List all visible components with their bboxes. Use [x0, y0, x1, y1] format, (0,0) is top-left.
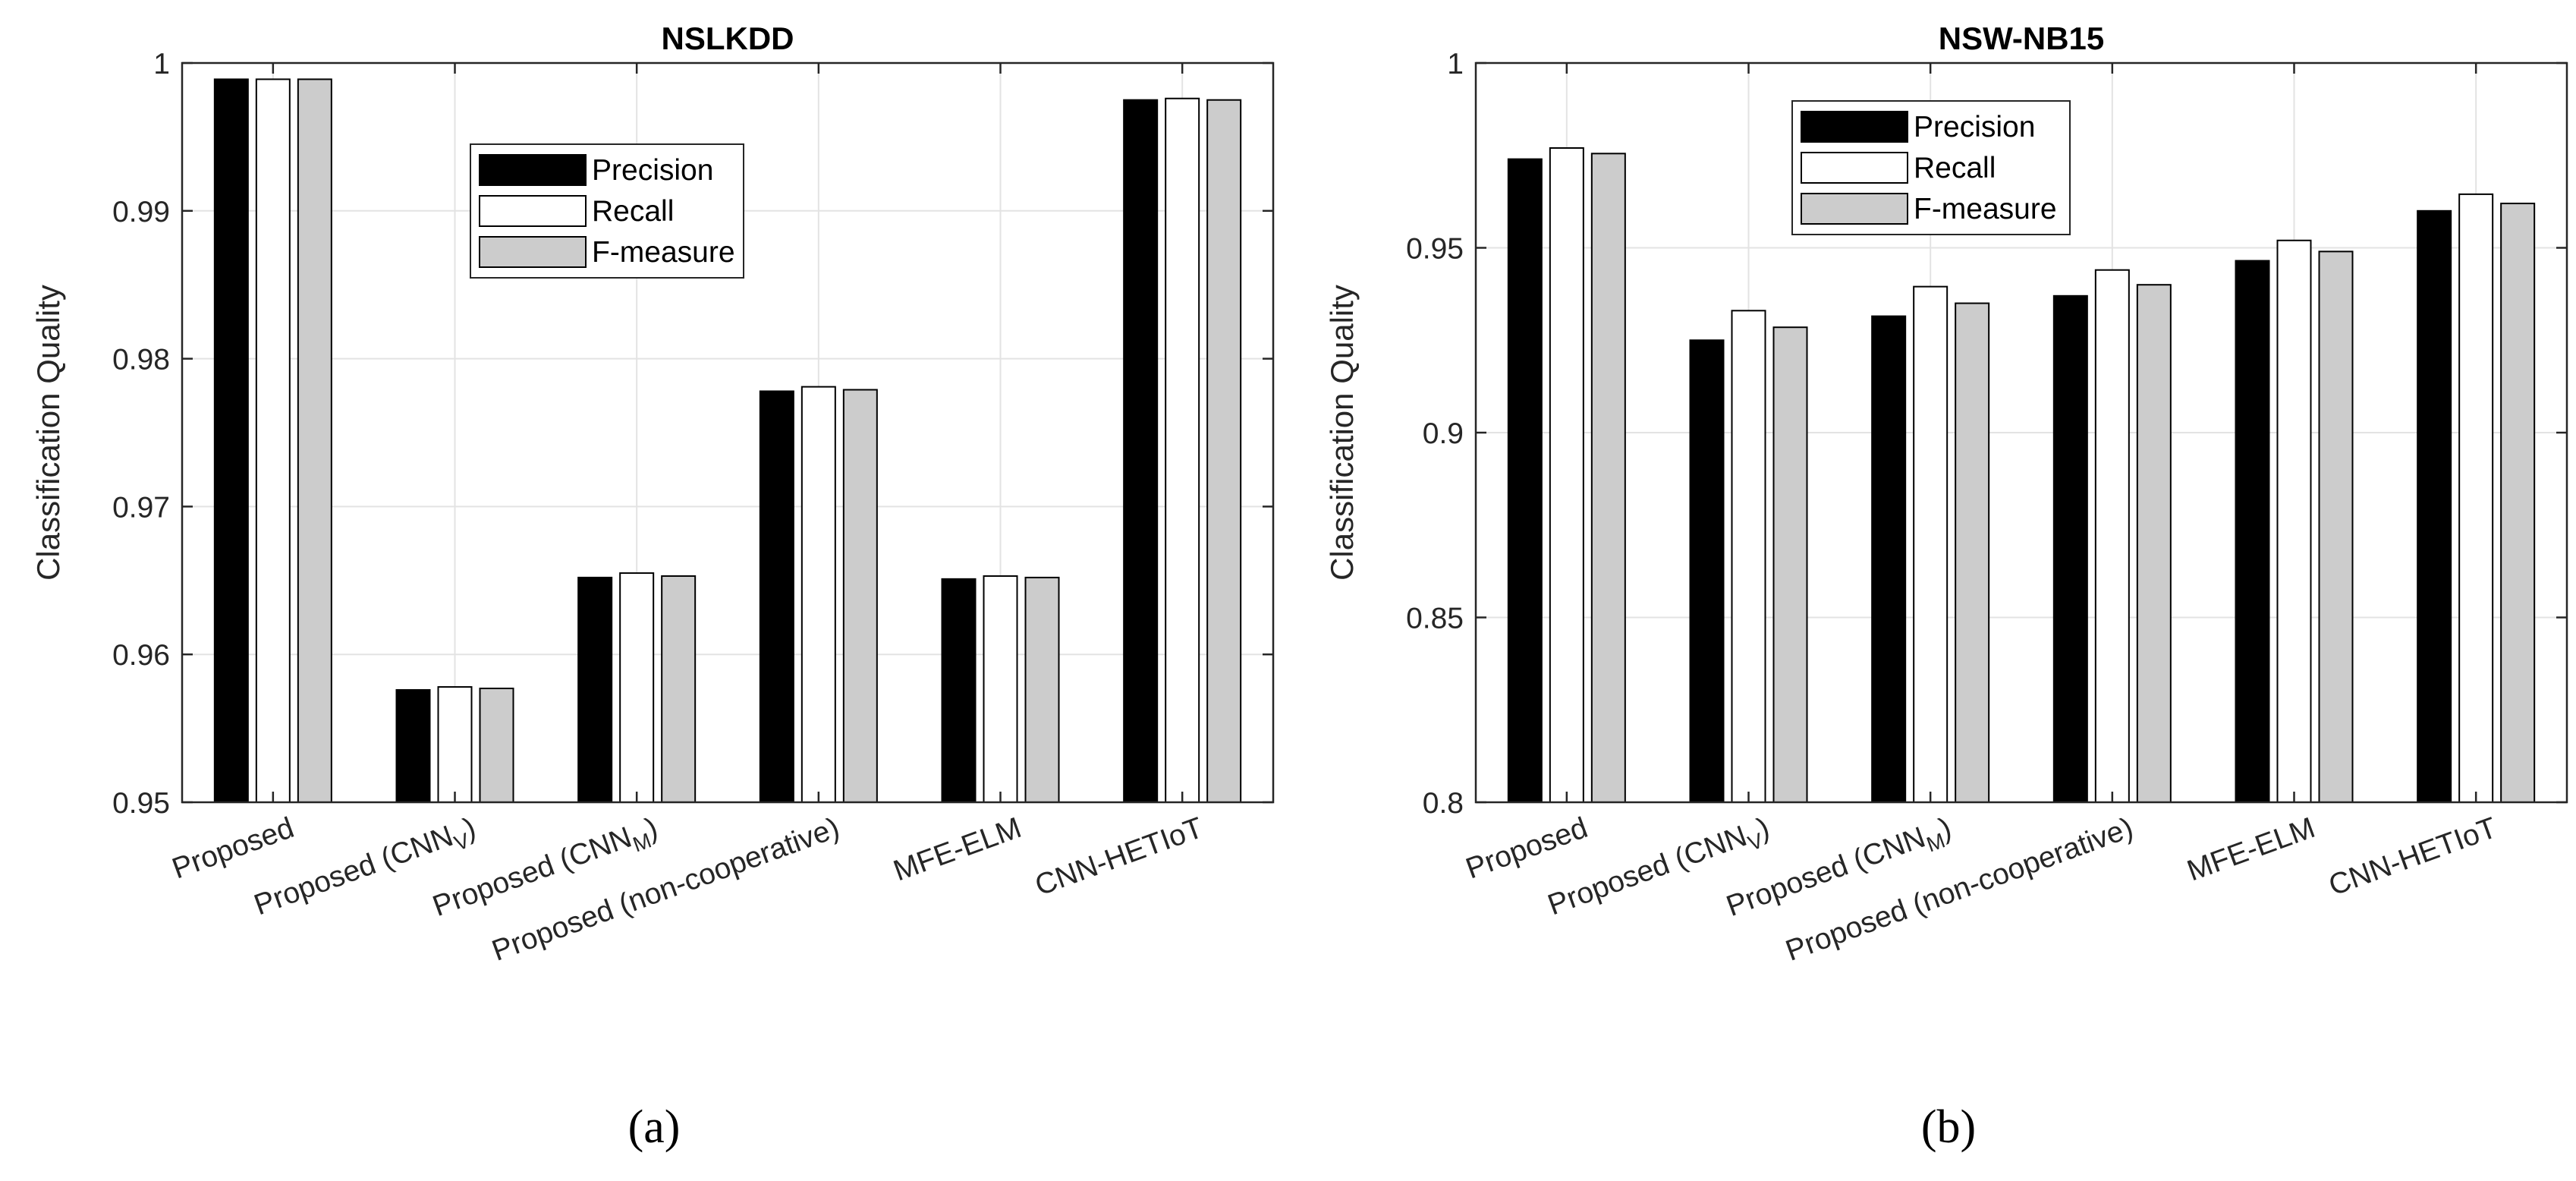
legend-label: Recall	[1914, 152, 1996, 184]
y-tick-label: 0.85	[1406, 603, 1464, 635]
legend-swatch-precision	[479, 154, 587, 186]
chart-title: NSW-NB15	[1939, 20, 2105, 56]
bar-f-measure-6	[2500, 203, 2536, 803]
bar-f-measure-1	[297, 78, 332, 804]
legend-swatch-f-measure	[479, 236, 587, 268]
bar-precision-1	[213, 78, 249, 804]
bar-recall-4	[2094, 269, 2130, 804]
y-tick-label: 1	[1447, 48, 1464, 80]
bar-f-measure-5	[1024, 576, 1060, 803]
legend-label: Precision	[592, 154, 713, 187]
bar-recall-1	[1549, 147, 1584, 803]
y-tick-label: 0.98	[112, 344, 170, 376]
bar-precision-4	[2052, 294, 2088, 803]
legend-swatch-f-measure	[1801, 193, 1908, 225]
legend: Precision Recall F-measure	[470, 143, 744, 279]
y-tick-label: 0.9	[1423, 417, 1464, 450]
chart-title: NSLKDD	[662, 20, 794, 56]
bar-f-measure-3	[1955, 302, 1990, 803]
y-tick-label: 1	[153, 48, 170, 80]
bar-recall-5	[2276, 239, 2312, 803]
bar-f-measure-2	[1772, 326, 1808, 803]
bar-recall-3	[619, 572, 655, 803]
bar-f-measure-4	[2136, 284, 2172, 803]
bar-precision-3	[577, 576, 613, 803]
bar-f-measure-5	[2318, 250, 2354, 803]
bar-precision-1	[1507, 158, 1543, 803]
bar-recall-5	[983, 575, 1018, 803]
bar-precision-6	[2417, 209, 2452, 803]
bar-recall-2	[437, 686, 473, 804]
legend-label: Recall	[592, 195, 674, 228]
legend-swatch-recall	[1801, 152, 1908, 184]
bar-f-measure-4	[842, 389, 878, 803]
legend-label: F-measure	[1914, 193, 2057, 225]
y-tick-label: 0.95	[112, 787, 170, 820]
legend-swatch-precision	[1801, 111, 1908, 143]
bar-precision-6	[1123, 99, 1159, 803]
bar-recall-6	[1165, 97, 1200, 803]
y-axis-label: Classification Quality	[30, 285, 66, 581]
bar-f-measure-2	[479, 688, 514, 804]
legend-swatch-recall	[479, 195, 587, 227]
bar-precision-2	[395, 688, 431, 804]
bar-precision-5	[2235, 260, 2270, 804]
legend-label: Precision	[1914, 111, 2035, 143]
bar-recall-2	[1731, 310, 1766, 804]
bar-recall-4	[800, 386, 836, 803]
bar-recall-1	[255, 78, 291, 804]
bar-precision-5	[941, 578, 977, 803]
y-tick-label: 0.96	[112, 639, 170, 672]
bar-recall-6	[2458, 193, 2494, 803]
y-axis-label: Classification Quality	[1324, 285, 1360, 581]
legend: Precision Recall F-measure	[1791, 100, 2071, 235]
y-tick-label: 0.95	[1406, 233, 1464, 266]
panel-label-b: (b)	[1920, 1101, 1977, 1153]
bar-f-measure-6	[1206, 99, 1242, 803]
y-tick-label: 0.99	[112, 196, 170, 228]
legend-label: F-measure	[592, 236, 735, 269]
bar-precision-3	[1871, 315, 1907, 804]
y-tick-label: 0.97	[112, 491, 170, 524]
bar-precision-4	[759, 390, 794, 803]
bar-precision-2	[1689, 339, 1725, 803]
bar-f-measure-1	[1590, 153, 1626, 803]
panel-label-a: (a)	[627, 1101, 681, 1153]
y-tick-label: 0.8	[1423, 787, 1464, 820]
bar-f-measure-3	[661, 575, 697, 803]
axes-box	[181, 61, 1275, 804]
bar-recall-3	[1913, 285, 1949, 803]
